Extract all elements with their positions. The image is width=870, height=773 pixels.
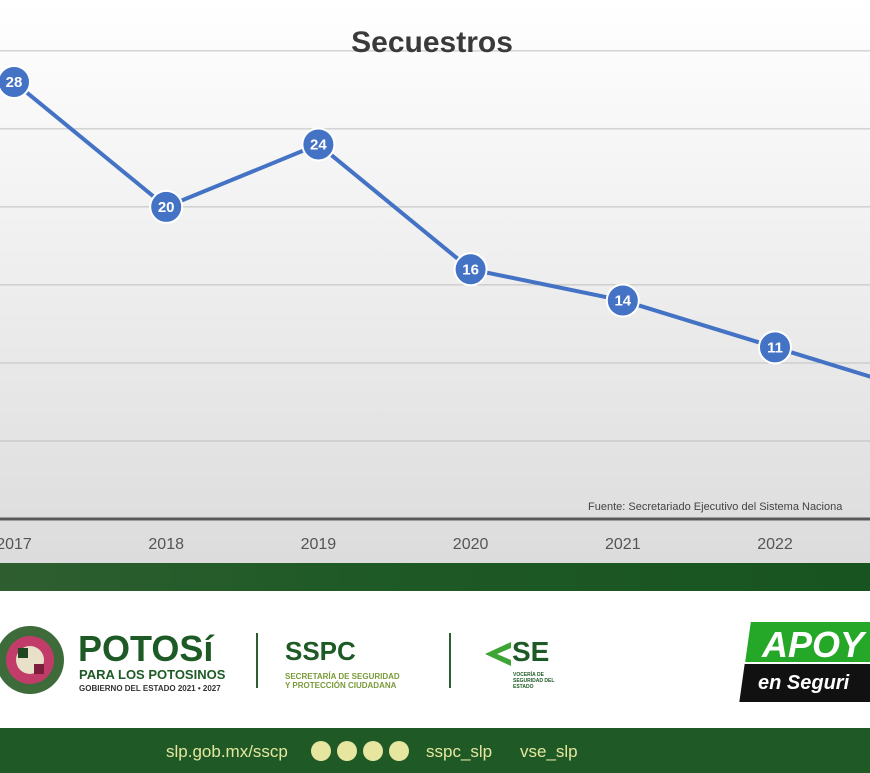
potosi-emblem [0,626,64,694]
data-label: 28 [6,74,23,91]
chart: 2017201820192020202120222820241614118Sec… [0,0,870,563]
data-point [0,65,31,100]
apoyo: APOY [762,624,865,665]
chart-background [0,0,870,563]
source-note: Fuente: Secretariado Ejecutivo del Siste… [588,501,843,513]
footer [0,728,870,773]
data-point [758,330,792,365]
data-label: 11 [767,339,783,356]
web-link: slp.gob.mx/sscp [166,742,288,761]
x-tick-label: 2019 [301,536,337,553]
data-label: 24 [310,136,327,153]
brand-sub: PARA LOS POTOSINOS [79,667,226,682]
sspc-line1: SECRETARÍA DE SEGURIDAD [285,672,400,681]
data-point [301,127,336,162]
data-label: 14 [614,292,631,309]
social-icons [311,741,409,761]
x-tick-label: 2022 [757,536,793,553]
vse-arrow [485,642,511,666]
data-label: 16 [462,261,479,278]
vse: SE [512,636,550,667]
handle: vse_slp [520,742,578,761]
data-point [453,252,488,287]
data-label: 20 [158,199,175,216]
brand: POTOSí [78,628,214,669]
x-tick-label: 2020 [453,536,489,553]
divider [449,633,451,688]
logo-band [0,591,870,728]
vse-sub: VOCERÍA DE SEGURIDAD DEL ESTADO [513,672,555,690]
brand-gov: GOBIERNO DEL ESTADO 2021 • 2027 [79,684,221,693]
data-point [605,283,640,318]
green-strip [0,563,870,591]
x-tick-label: 2021 [605,536,641,553]
sspc-line2: Y PROTECCIÓN CIUDADANA [285,681,397,690]
x-tick-label: 2017 [0,536,32,553]
sspc: SSPC [285,636,356,666]
chart-title: Secuestros [351,26,513,59]
x-tick-label: 2018 [148,536,184,553]
data-point [149,189,184,224]
divider [256,633,258,688]
apoyo-sub: en Seguri [758,672,850,694]
handle: sspc_slp [426,742,493,761]
